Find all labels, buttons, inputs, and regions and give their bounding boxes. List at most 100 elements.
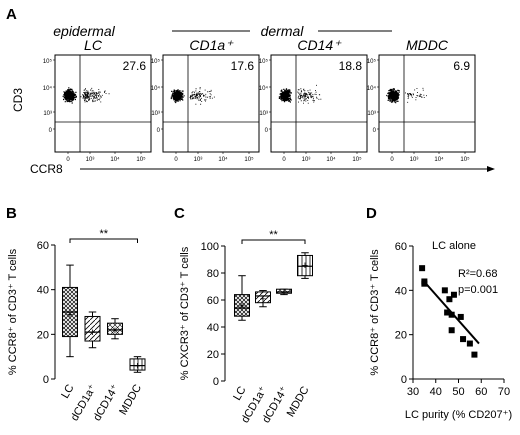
flow-y-tick-label: 10⁴ bbox=[367, 85, 377, 92]
box-dCD14⁺ bbox=[276, 288, 292, 294]
flow-x-tick-label: 10³ bbox=[410, 157, 419, 163]
y-tick-label: 80 bbox=[207, 268, 219, 280]
x-category-label: LC bbox=[231, 384, 248, 402]
flow-x-tick-label: 10⁵ bbox=[352, 156, 362, 163]
flow-event-dots bbox=[278, 84, 322, 104]
data-point bbox=[471, 351, 478, 358]
box-dCD14⁺ bbox=[107, 322, 123, 335]
flow-y-tick-label: 0 bbox=[157, 128, 161, 134]
data-point bbox=[466, 340, 473, 347]
flow-x-tick-label: 10⁴ bbox=[218, 156, 228, 163]
box-dCD1a⁺ bbox=[84, 315, 101, 342]
y-tick-label: 0 bbox=[43, 374, 49, 386]
flow-plot-frame bbox=[162, 54, 260, 153]
flow-plot-title: MDDC bbox=[406, 37, 449, 53]
flow-x-tick-label: 0 bbox=[174, 157, 178, 163]
significance-label: ** bbox=[269, 229, 278, 241]
flow-y-tick-label: 10³ bbox=[151, 111, 160, 117]
x-tick-label: 70 bbox=[498, 386, 510, 398]
y-tick-label: 100 bbox=[201, 241, 219, 253]
flow-x-tick-label: 10⁵ bbox=[460, 156, 470, 163]
chart-title: LC alone bbox=[432, 240, 476, 252]
panel-a-letter: A bbox=[6, 6, 17, 23]
flow-quadrant-percent: 27.6 bbox=[123, 59, 147, 73]
y-axis-title: % CCR8⁺ of CD3⁺ T cells bbox=[7, 248, 19, 375]
x-category-label: LC bbox=[59, 382, 76, 400]
y-tick-label: 40 bbox=[395, 285, 407, 297]
flow-plot-frame bbox=[378, 54, 476, 153]
flow-x-tick-label: 10⁴ bbox=[110, 156, 120, 163]
y-tick-label: 60 bbox=[395, 241, 407, 253]
y-tick-label: 20 bbox=[207, 349, 219, 361]
box-mean-marker: + bbox=[112, 325, 118, 337]
flow-x-tick-label: 10⁵ bbox=[244, 156, 254, 163]
data-point bbox=[450, 291, 457, 298]
box-mean-marker: + bbox=[302, 260, 308, 272]
data-point bbox=[448, 311, 455, 318]
significance-bracket bbox=[69, 238, 138, 243]
y-tick-label: 20 bbox=[395, 330, 407, 342]
flow-x-tick-label: 10⁴ bbox=[326, 156, 336, 163]
flow-plots: LC 27.6 10⁵ 10⁴ 10³ 0 0 10³ 10⁴ 10⁵ CD1a⁺ 17.6 10⁵ 10… bbox=[43, 37, 476, 163]
flow-x-tick-label: 0 bbox=[390, 157, 394, 163]
y-axis-title: % CXCR3⁺ of CD3⁺ T cells bbox=[179, 246, 191, 380]
flow-y-axis-label: CD3 bbox=[11, 88, 25, 112]
flow-plot-title: CD1a⁺ bbox=[189, 37, 234, 53]
flow-x-tick-label: 10⁴ bbox=[434, 156, 444, 163]
y-tick-label: 20 bbox=[37, 329, 49, 341]
flow-y-tick-label: 10⁵ bbox=[43, 58, 53, 65]
flow-y-tick-label: 0 bbox=[265, 128, 269, 134]
panel-d: 0 20 40 60 30 40 50 60 70 % CCR8⁺ of CD3⁺ T cells… bbox=[369, 240, 512, 421]
flow-y-tick-label: 10³ bbox=[367, 111, 376, 117]
flow-y-tick-label: 10⁴ bbox=[259, 85, 269, 92]
r-squared-label: R²=0.68 bbox=[458, 268, 497, 280]
y-tick-label: 40 bbox=[207, 322, 219, 334]
flow-event-dots bbox=[386, 87, 427, 104]
data-point bbox=[421, 280, 428, 287]
flow-plot-frame bbox=[270, 54, 368, 153]
panel-d-letter: D bbox=[366, 205, 377, 222]
x-tick-label: 40 bbox=[430, 386, 442, 398]
flow-y-tick-label: 10⁵ bbox=[367, 58, 377, 65]
significance-bracket bbox=[241, 239, 306, 244]
flow-y-tick-label: 0 bbox=[49, 128, 53, 134]
y-tick-label: 60 bbox=[37, 240, 49, 252]
y-axis-title: % CCR8⁺ of CD3⁺ T cells bbox=[369, 249, 381, 376]
panel-c: 0 20 40 60 80 100 % CXCR3⁺ of CD3⁺ T cells + LC +… bbox=[179, 229, 313, 425]
p-value-label: p=0.001 bbox=[458, 284, 498, 296]
y-tick-label: 0 bbox=[401, 374, 407, 386]
box-LC bbox=[234, 294, 250, 317]
x-tick-label: 30 bbox=[407, 386, 419, 398]
panel-b-letter: B bbox=[6, 205, 17, 222]
significance-label: ** bbox=[99, 228, 108, 240]
x-tick-label: 60 bbox=[475, 386, 487, 398]
flow-x-tick-label: 10³ bbox=[86, 157, 95, 163]
flow-quadrant-percent: 18.8 bbox=[339, 59, 363, 73]
box-dCD1a⁺ bbox=[255, 291, 271, 304]
flow-plot-title: CD14⁺ bbox=[297, 37, 342, 53]
box-mean-marker: + bbox=[67, 309, 73, 321]
data-point bbox=[460, 336, 467, 343]
flow-y-tick-label: 10⁴ bbox=[43, 85, 53, 92]
panel-c-letter: C bbox=[174, 205, 185, 222]
flow-y-tick-label: 10⁵ bbox=[259, 58, 269, 65]
flow-y-tick-label: 10⁴ bbox=[151, 85, 161, 92]
flow-event-dots bbox=[62, 87, 110, 104]
data-point bbox=[446, 296, 453, 303]
box-mean-marker: + bbox=[281, 287, 287, 299]
x-category-label: MDDC bbox=[117, 382, 144, 417]
flow-x-tick-label: 0 bbox=[282, 157, 286, 163]
x-axis-title: LC purity (% CD207⁺) bbox=[405, 409, 512, 421]
flow-y-tick-label: 10³ bbox=[259, 111, 268, 117]
box-mean-marker: + bbox=[260, 294, 266, 306]
x-tick-label: 50 bbox=[452, 386, 464, 398]
regression-line bbox=[421, 278, 480, 345]
data-point bbox=[448, 327, 455, 334]
data-point bbox=[441, 287, 448, 294]
flow-x-tick-label: 10³ bbox=[194, 157, 203, 163]
box-mean-marker: + bbox=[239, 300, 245, 312]
flow-x-tick-label: 10⁵ bbox=[136, 156, 146, 163]
data-point bbox=[419, 265, 426, 272]
